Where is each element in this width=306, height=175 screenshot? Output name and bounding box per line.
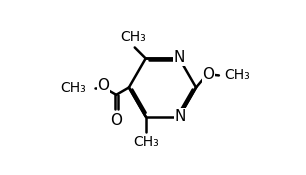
Text: N: N xyxy=(174,50,185,65)
Text: O: O xyxy=(203,67,215,82)
Text: CH₃: CH₃ xyxy=(134,135,159,149)
Text: O: O xyxy=(110,113,122,128)
Text: O: O xyxy=(97,78,109,93)
Text: CH₃: CH₃ xyxy=(120,30,146,44)
Text: N: N xyxy=(174,109,186,124)
Text: CH₃: CH₃ xyxy=(224,68,250,82)
Text: CH₃: CH₃ xyxy=(60,80,86,94)
